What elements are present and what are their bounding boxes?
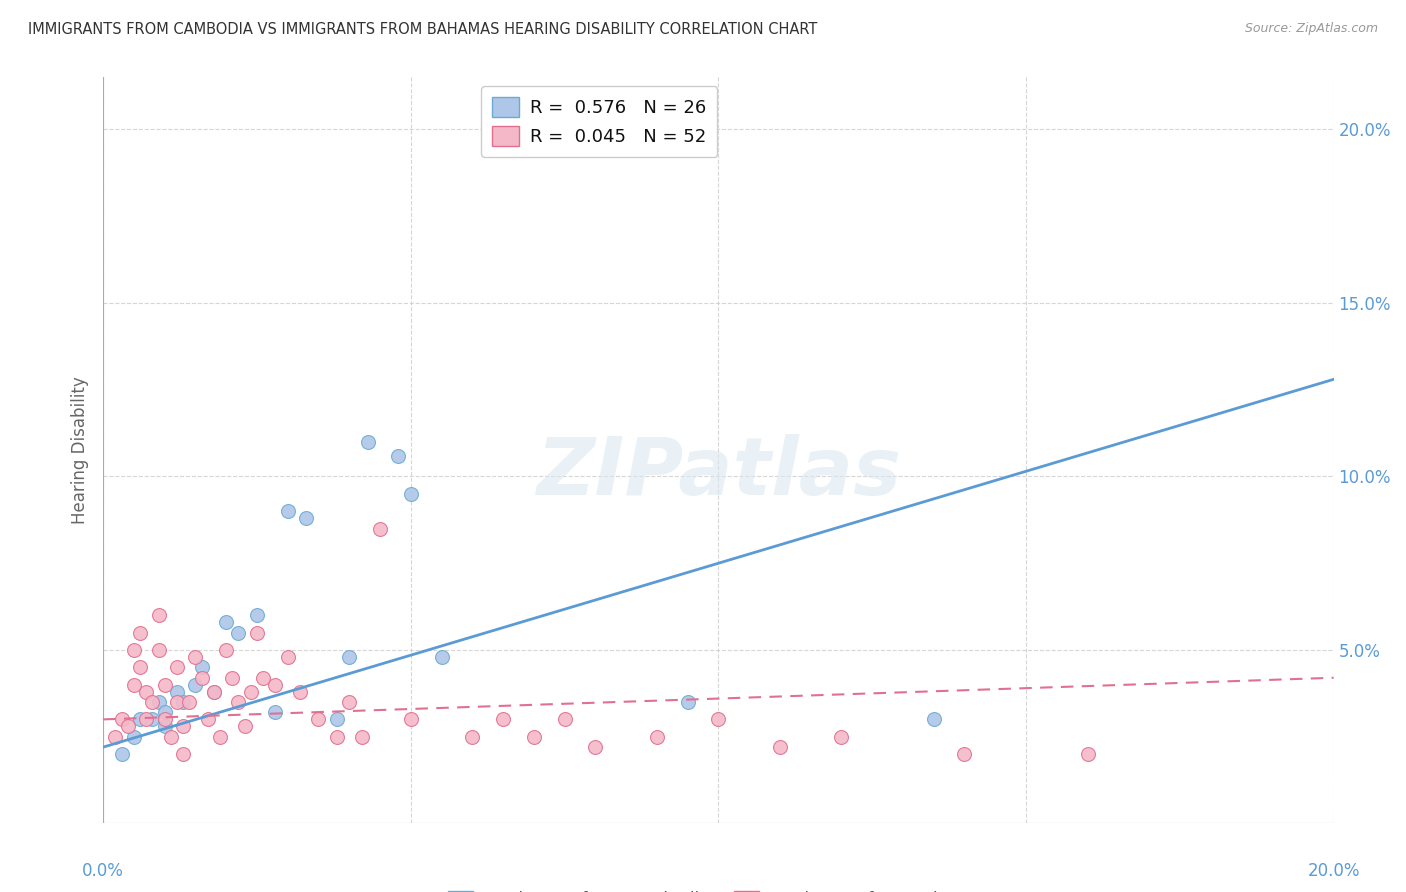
Text: IMMIGRANTS FROM CAMBODIA VS IMMIGRANTS FROM BAHAMAS HEARING DISABILITY CORRELATI: IMMIGRANTS FROM CAMBODIA VS IMMIGRANTS F…: [28, 22, 817, 37]
Text: ZIPatlas: ZIPatlas: [536, 434, 901, 512]
Point: [202, 684, 225, 698]
Point: [129, 660, 152, 674]
Point: [202, 684, 225, 698]
Point: [122, 730, 145, 744]
Point: [246, 625, 269, 640]
Point: [215, 615, 238, 630]
Point: [239, 684, 262, 698]
Point: [707, 712, 730, 726]
Point: [104, 730, 127, 744]
Point: [492, 712, 515, 726]
Point: [399, 487, 422, 501]
Point: [135, 712, 157, 726]
Point: [1076, 747, 1098, 761]
Point: [148, 643, 170, 657]
Point: [122, 643, 145, 657]
Point: [190, 671, 212, 685]
Point: [830, 730, 852, 744]
Point: [208, 730, 231, 744]
Point: [326, 712, 349, 726]
Point: [430, 649, 453, 664]
Point: [172, 747, 194, 761]
Point: [166, 695, 188, 709]
Point: [129, 712, 152, 726]
Legend: R =  0.576   N = 26, R =  0.045   N = 52: R = 0.576 N = 26, R = 0.045 N = 52: [481, 87, 717, 157]
Y-axis label: Hearing Disability: Hearing Disability: [72, 376, 89, 524]
Point: [461, 730, 484, 744]
Point: [246, 608, 269, 623]
Point: [350, 730, 373, 744]
Point: [122, 678, 145, 692]
Point: [583, 740, 606, 755]
Point: [368, 522, 391, 536]
Point: [399, 712, 422, 726]
Point: [166, 684, 188, 698]
Point: [197, 712, 219, 726]
Point: [922, 712, 945, 726]
Point: [184, 649, 207, 664]
Point: [117, 719, 139, 733]
Point: [645, 730, 668, 744]
Point: [308, 712, 330, 726]
Point: [129, 625, 152, 640]
Point: [153, 678, 176, 692]
Point: [554, 712, 576, 726]
Text: 20.0%: 20.0%: [1308, 862, 1360, 880]
Point: [387, 449, 409, 463]
Point: [264, 706, 287, 720]
Point: [153, 712, 176, 726]
Point: [288, 684, 311, 698]
Point: [295, 511, 318, 525]
Point: [153, 706, 176, 720]
Point: [769, 740, 792, 755]
Point: [179, 695, 201, 709]
Point: [264, 678, 287, 692]
Point: [110, 747, 132, 761]
Point: [110, 712, 132, 726]
Point: [277, 649, 299, 664]
Point: [953, 747, 976, 761]
Text: Source: ZipAtlas.com: Source: ZipAtlas.com: [1244, 22, 1378, 36]
Point: [172, 719, 194, 733]
Point: [252, 671, 274, 685]
Point: [233, 719, 256, 733]
Point: [357, 434, 380, 449]
Point: [337, 649, 360, 664]
Point: [148, 695, 170, 709]
Point: [221, 671, 243, 685]
Point: [676, 695, 699, 709]
Point: [172, 695, 194, 709]
Point: [166, 660, 188, 674]
Point: [184, 678, 207, 692]
Point: [326, 730, 349, 744]
Point: [159, 730, 181, 744]
Point: [228, 625, 250, 640]
Point: [337, 695, 360, 709]
Point: [523, 730, 546, 744]
Point: [153, 719, 176, 733]
Point: [277, 504, 299, 518]
Point: [190, 660, 212, 674]
Point: [215, 643, 238, 657]
Point: [148, 608, 170, 623]
Point: [141, 712, 163, 726]
Point: [135, 684, 157, 698]
Point: [141, 695, 163, 709]
Point: [228, 695, 250, 709]
Text: 0.0%: 0.0%: [82, 862, 124, 880]
